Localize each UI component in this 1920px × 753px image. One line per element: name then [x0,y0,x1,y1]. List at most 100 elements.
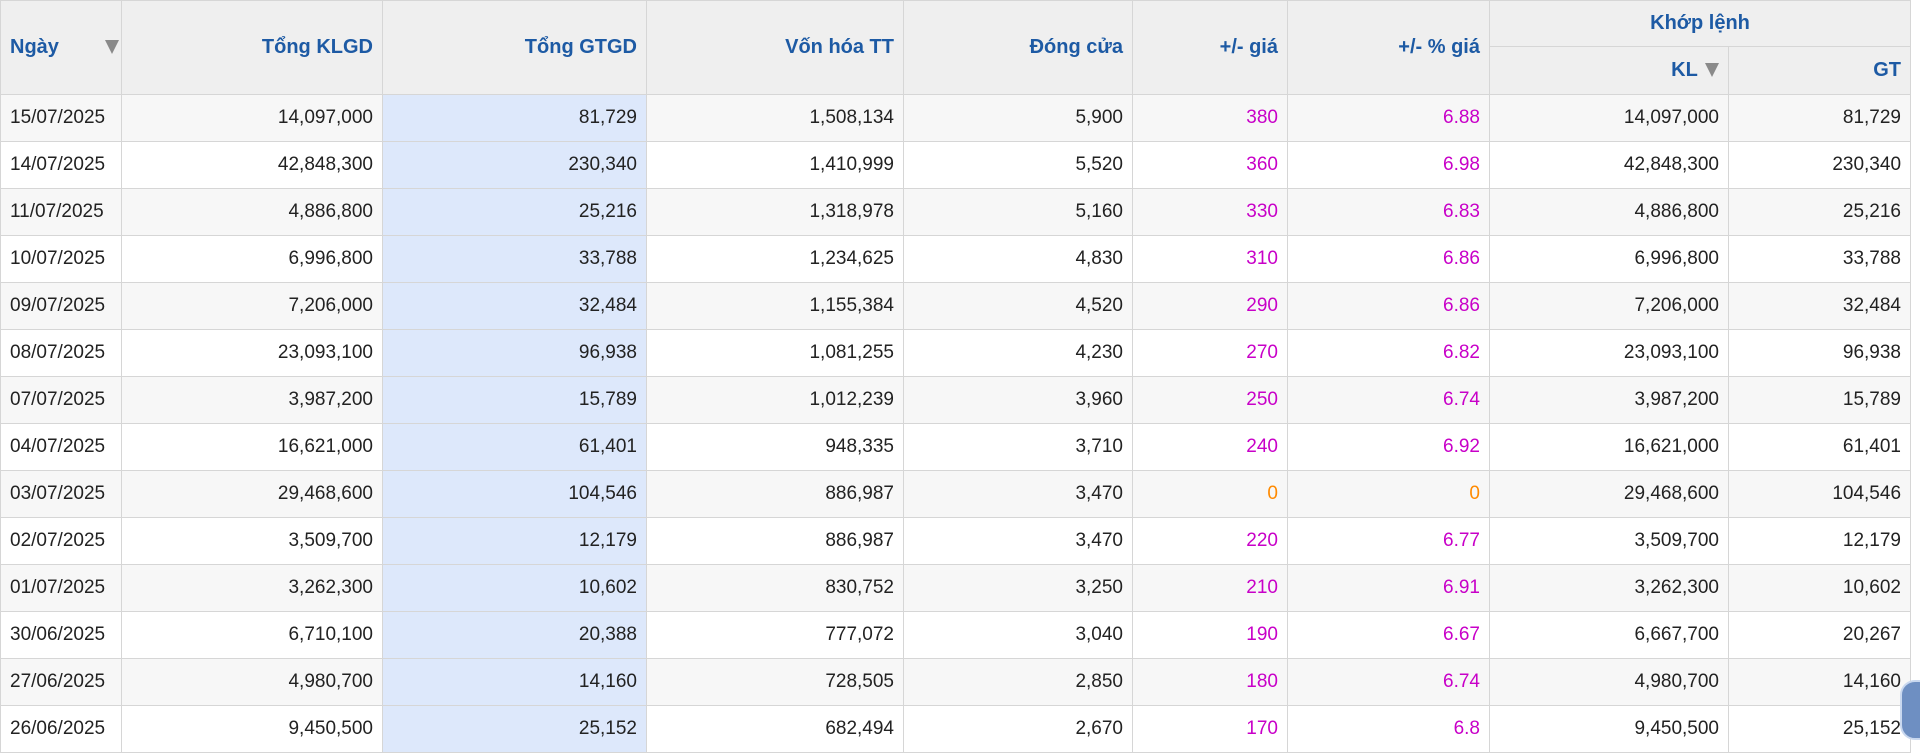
cell-date: 27/06/2025 [0,658,122,706]
cell-total-volume: 6,710,100 [121,611,383,659]
cell-total-volume: 4,980,700 [121,658,383,706]
cell-price-change-percent: 6.82 [1287,329,1490,377]
cell-market-cap: 886,987 [646,470,904,518]
header-close-price[interactable]: Đóng cửa [903,0,1133,95]
cell-matched-value: 230,340 [1727,141,1912,189]
header-market-cap[interactable]: Vốn hóa TT [646,0,904,95]
cell-market-cap: 1,318,978 [646,188,904,236]
cell-price-change: 250 [1132,376,1288,424]
cell-price-change-percent: 6.91 [1287,564,1490,612]
sort-descending-icon[interactable] [1705,62,1719,77]
cell-price-change: 0 [1132,470,1288,518]
cell-price-change: 240 [1132,423,1288,471]
cell-total-value: 20,388 [382,611,647,659]
cell-date: 02/07/2025 [0,517,122,565]
cell-date: 15/07/2025 [0,94,122,142]
cell-close-price: 4,230 [903,329,1133,377]
cell-price-change: 270 [1132,329,1288,377]
table-row[interactable]: 15/07/2025 14,097,000 81,729 1,508,134 5,900… [0,94,1912,142]
cell-price-change: 380 [1132,94,1288,142]
cell-total-volume: 9,450,500 [121,705,383,753]
cell-matched-volume: 3,262,300 [1489,564,1729,612]
header-matched-volume-label: KL [1671,59,1698,81]
cell-matched-volume: 6,667,700 [1489,611,1729,659]
floating-help-widget[interactable] [1900,680,1920,740]
cell-close-price: 4,830 [903,235,1133,283]
cell-total-value: 230,340 [382,141,647,189]
header-matched-volume[interactable]: KL [1489,46,1729,95]
table-row[interactable]: 09/07/2025 7,206,000 32,484 1,155,384 4,520 2… [0,282,1912,330]
cell-total-value: 61,401 [382,423,647,471]
cell-date: 04/07/2025 [0,423,122,471]
cell-market-cap: 830,752 [646,564,904,612]
header-total-value[interactable]: Tổng GTGD [382,0,647,95]
cell-price-change: 310 [1132,235,1288,283]
cell-price-change-percent: 0 [1287,470,1490,518]
cell-total-volume: 3,509,700 [121,517,383,565]
cell-total-volume: 3,262,300 [121,564,383,612]
table-row[interactable]: 07/07/2025 3,987,200 15,789 1,012,239 3,960 2… [0,376,1912,424]
table-row[interactable]: 14/07/2025 42,848,300 230,340 1,410,999 5,52… [0,141,1912,189]
table-body: 15/07/2025 14,097,000 81,729 1,508,134 5,900… [0,94,1912,753]
cell-total-volume: 4,886,800 [121,188,383,236]
table-row[interactable]: 04/07/2025 16,621,000 61,401 948,335 3,710 24… [0,423,1912,471]
cell-price-change-percent: 6.88 [1287,94,1490,142]
cell-matched-volume: 4,886,800 [1489,188,1729,236]
header-price-change[interactable]: +/- giá [1132,0,1288,95]
cell-market-cap: 777,072 [646,611,904,659]
header-date-label: Ngày [10,36,59,58]
cell-total-value: 10,602 [382,564,647,612]
cell-matched-value: 25,216 [1727,188,1912,236]
cell-date: 26/06/2025 [0,705,122,753]
header-date[interactable]: Ngày [0,0,122,95]
cell-matched-volume: 9,450,500 [1489,705,1729,753]
header-matched-value[interactable]: GT [1727,46,1912,95]
cell-price-change: 190 [1132,611,1288,659]
cell-price-change: 210 [1132,564,1288,612]
table-row[interactable]: 30/06/2025 6,710,100 20,388 777,072 3,040 190… [0,611,1912,659]
cell-close-price: 2,850 [903,658,1133,706]
header-price-change-percent[interactable]: +/- % giá [1287,0,1490,95]
cell-matched-value: 15,789 [1727,376,1912,424]
cell-total-volume: 29,468,600 [121,470,383,518]
cell-price-change: 360 [1132,141,1288,189]
table-row[interactable]: 26/06/2025 9,450,500 25,152 682,494 2,670 170… [0,705,1912,753]
table-row[interactable]: 02/07/2025 3,509,700 12,179 886,987 3,470 220… [0,517,1912,565]
cell-matched-value: 10,602 [1727,564,1912,612]
cell-price-change-percent: 6.86 [1287,235,1490,283]
cell-total-volume: 23,093,100 [121,329,383,377]
cell-date: 01/07/2025 [0,564,122,612]
cell-price-change: 330 [1132,188,1288,236]
table-row[interactable]: 11/07/2025 4,886,800 25,216 1,318,978 5,160 3… [0,188,1912,236]
cell-total-volume: 6,996,800 [121,235,383,283]
cell-matched-volume: 6,996,800 [1489,235,1729,283]
cell-date: 14/07/2025 [0,141,122,189]
cell-matched-volume: 7,206,000 [1489,282,1729,330]
cell-matched-value: 96,938 [1727,329,1912,377]
cell-matched-value: 12,179 [1727,517,1912,565]
table-row[interactable]: 10/07/2025 6,996,800 33,788 1,234,625 4,830 3… [0,235,1912,283]
cell-market-cap: 1,508,134 [646,94,904,142]
cell-total-value: 32,484 [382,282,647,330]
cell-matched-volume: 3,509,700 [1489,517,1729,565]
cell-market-cap: 1,012,239 [646,376,904,424]
cell-close-price: 2,670 [903,705,1133,753]
cell-matched-volume: 14,097,000 [1489,94,1729,142]
cell-total-volume: 7,206,000 [121,282,383,330]
cell-matched-value: 20,267 [1727,611,1912,659]
cell-close-price: 4,520 [903,282,1133,330]
cell-matched-value: 32,484 [1727,282,1912,330]
cell-close-price: 5,520 [903,141,1133,189]
cell-close-price: 5,900 [903,94,1133,142]
table-row[interactable]: 27/06/2025 4,980,700 14,160 728,505 2,850 180… [0,658,1912,706]
sort-descending-icon[interactable] [105,40,119,54]
table-row[interactable]: 01/07/2025 3,262,300 10,602 830,752 3,250 210… [0,564,1912,612]
cell-market-cap: 728,505 [646,658,904,706]
cell-matched-volume: 29,468,600 [1489,470,1729,518]
cell-market-cap: 682,494 [646,705,904,753]
header-total-volume[interactable]: Tổng KLGD [121,0,383,95]
cell-date: 10/07/2025 [0,235,122,283]
table-row[interactable]: 08/07/2025 23,093,100 96,938 1,081,255 4,230… [0,329,1912,377]
header-matched-orders: Khớp lệnh [1488,0,1912,47]
table-row[interactable]: 03/07/2025 29,468,600 104,546 886,987 3,470 0… [0,470,1912,518]
